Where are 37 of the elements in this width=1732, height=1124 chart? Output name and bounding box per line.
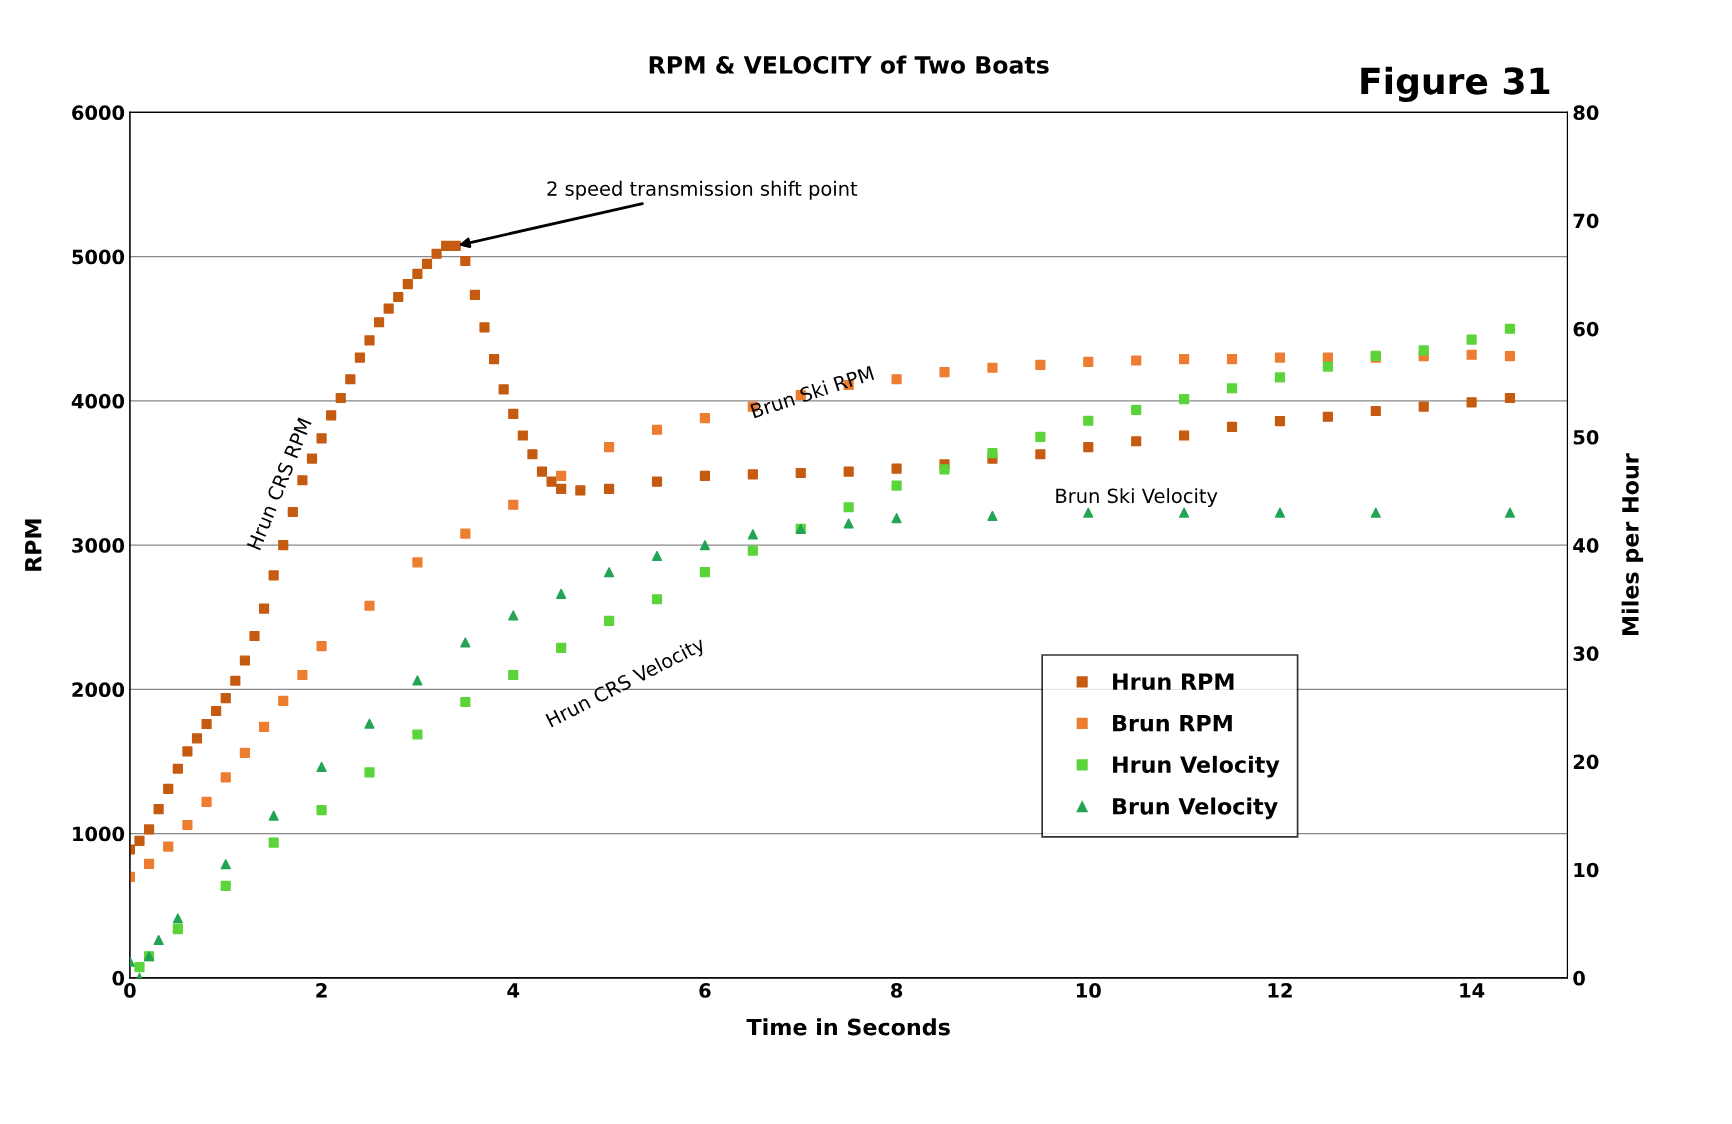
legend-label: Hrun RPM <box>1113 673 1234 690</box>
y2-tick-label: 70 <box>1573 213 1599 229</box>
x-tick-label: 14 <box>1460 983 1485 998</box>
legend-label: Brun Velocity <box>1113 797 1278 820</box>
caption: Figure 31 <box>1361 66 1550 102</box>
annotation: Hrun CRS RPM <box>246 417 312 551</box>
legend-label: Hrun Velocity <box>1113 755 1280 778</box>
x-tick-label: 0 <box>124 983 136 998</box>
x-axis-title: Time in Seconds <box>746 1018 950 1036</box>
y2-tick-label: 10 <box>1574 862 1599 878</box>
y2-tick-label: 50 <box>1573 429 1599 445</box>
y-tick-label: 6000 <box>72 105 125 121</box>
x-tick-label: 6 <box>699 983 711 998</box>
y-tick-label: 1000 <box>73 826 125 842</box>
y2-tick-label: 30 <box>1573 646 1599 661</box>
y-tick-label: 3000 <box>72 538 125 553</box>
y2-tick-label: 40 <box>1573 538 1599 553</box>
x-tick-label: 12 <box>1268 983 1292 998</box>
y-axis-title: RPM <box>25 519 42 571</box>
y2-tick-label: 0 <box>1573 970 1585 986</box>
annotation: Brun Ski RPM <box>750 365 875 419</box>
annotation: Brun Ski Velocity <box>1056 488 1218 507</box>
y-tick-label: 5000 <box>72 249 125 265</box>
x-tick-label: 8 <box>891 983 903 998</box>
y2-tick-label: 20 <box>1573 754 1599 770</box>
y-tick-label: 2000 <box>72 682 125 698</box>
x-tick-label: 10 <box>1076 983 1101 998</box>
y2-tick-label: 80 <box>1573 105 1599 121</box>
legend-label: Brun RPM <box>1113 714 1232 732</box>
y2-tick-label: 60 <box>1573 321 1599 337</box>
y2-axis-title: Miles per Hour <box>1621 453 1644 635</box>
x-tick-label: 2 <box>316 983 327 998</box>
y-tick-label: 4000 <box>71 393 125 409</box>
annotation: 2 speed transmission shift point <box>547 180 858 200</box>
x-tick-label: 4 <box>507 983 520 998</box>
y-tick-label: 0 <box>112 970 125 986</box>
chart-title: RPM & VELOCITY of Two Boats <box>649 55 1049 74</box>
